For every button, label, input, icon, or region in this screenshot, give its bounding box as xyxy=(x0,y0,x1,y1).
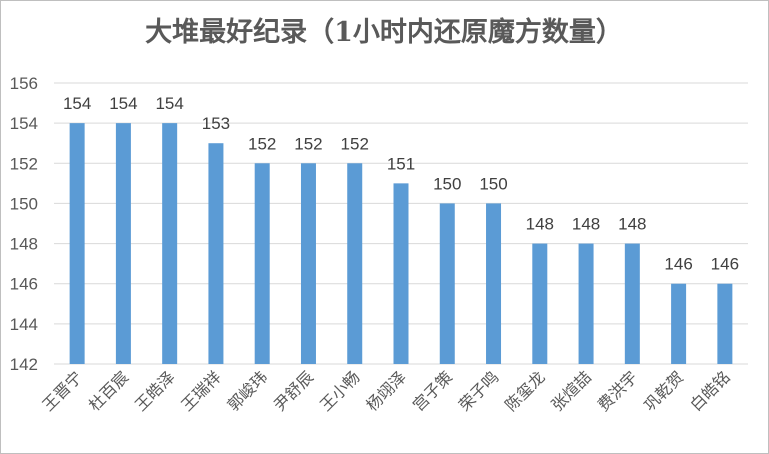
data-label: 146 xyxy=(664,255,692,274)
bar xyxy=(69,123,85,365)
y-tick-label: 142 xyxy=(10,355,38,374)
bar xyxy=(162,123,178,365)
y-tick-label: 156 xyxy=(10,74,38,93)
x-tick-label: 费洪宇 xyxy=(594,367,641,414)
data-label: 154 xyxy=(109,94,137,113)
bar xyxy=(347,163,363,364)
x-tick-label: 张煊喆 xyxy=(548,367,595,414)
x-axis: 王晋宁杜百宸王皓泽王瑞祥郭峻玮尹舒辰王小畅杨翊泽宫子策荣子鸣陈玺龙张煊喆费洪宇巩… xyxy=(39,367,734,414)
bar xyxy=(254,163,270,364)
data-label: 153 xyxy=(202,114,230,133)
x-tick-label: 王晋宁 xyxy=(39,367,86,414)
data-label: 148 xyxy=(618,215,646,234)
data-label: 152 xyxy=(248,134,276,153)
x-tick-label: 荣子鸣 xyxy=(455,367,502,414)
data-label: 146 xyxy=(711,255,739,274)
bar xyxy=(393,183,409,364)
bar xyxy=(532,243,548,364)
y-tick-label: 152 xyxy=(10,154,38,173)
x-tick-label: 巩乾贺 xyxy=(640,367,687,414)
y-tick-label: 148 xyxy=(10,235,38,254)
bar xyxy=(115,123,131,365)
data-label: 148 xyxy=(526,215,554,234)
x-tick-label: 杨翊泽 xyxy=(362,367,409,414)
data-label: 151 xyxy=(387,154,415,173)
data-label: 152 xyxy=(294,134,322,153)
x-tick-label: 白皓铭 xyxy=(686,367,733,414)
bars xyxy=(69,123,733,365)
x-tick-label: 郭峻玮 xyxy=(224,367,271,414)
y-tick-label: 150 xyxy=(10,194,38,213)
bar xyxy=(300,163,316,364)
data-label: 150 xyxy=(433,174,461,193)
bar xyxy=(717,283,733,364)
bar xyxy=(624,243,640,364)
y-tick-label: 154 xyxy=(10,114,38,133)
y-tick-label: 146 xyxy=(10,275,38,294)
bar xyxy=(208,143,224,364)
data-label: 150 xyxy=(479,174,507,193)
bar xyxy=(578,243,594,364)
x-tick-label: 尹舒辰 xyxy=(270,367,317,414)
x-tick-label: 王小畅 xyxy=(316,367,363,414)
data-labels: 154 154 154 153 152 152 152 151 150 150 148 148 148 1… xyxy=(63,94,739,274)
x-tick-label: 杜百宸 xyxy=(85,367,132,414)
x-tick-label: 王瑞祥 xyxy=(177,367,224,414)
chart-title: 大堆最好纪录（1小时内还原魔方数量） xyxy=(145,16,623,48)
x-tick-label: 陈玺龙 xyxy=(501,367,548,414)
bar xyxy=(671,283,687,364)
data-label: 154 xyxy=(63,94,91,113)
y-tick-label: 144 xyxy=(10,315,38,334)
x-tick-label: 王皓泽 xyxy=(131,367,178,414)
data-label: 152 xyxy=(341,134,369,153)
x-tick-label: 宫子策 xyxy=(409,367,456,414)
y-axis: 142 144 146 148 150 152 154 156 xyxy=(10,74,38,374)
data-label: 148 xyxy=(572,215,600,234)
bar xyxy=(486,203,502,364)
bar xyxy=(439,203,455,364)
data-label: 154 xyxy=(155,94,183,113)
